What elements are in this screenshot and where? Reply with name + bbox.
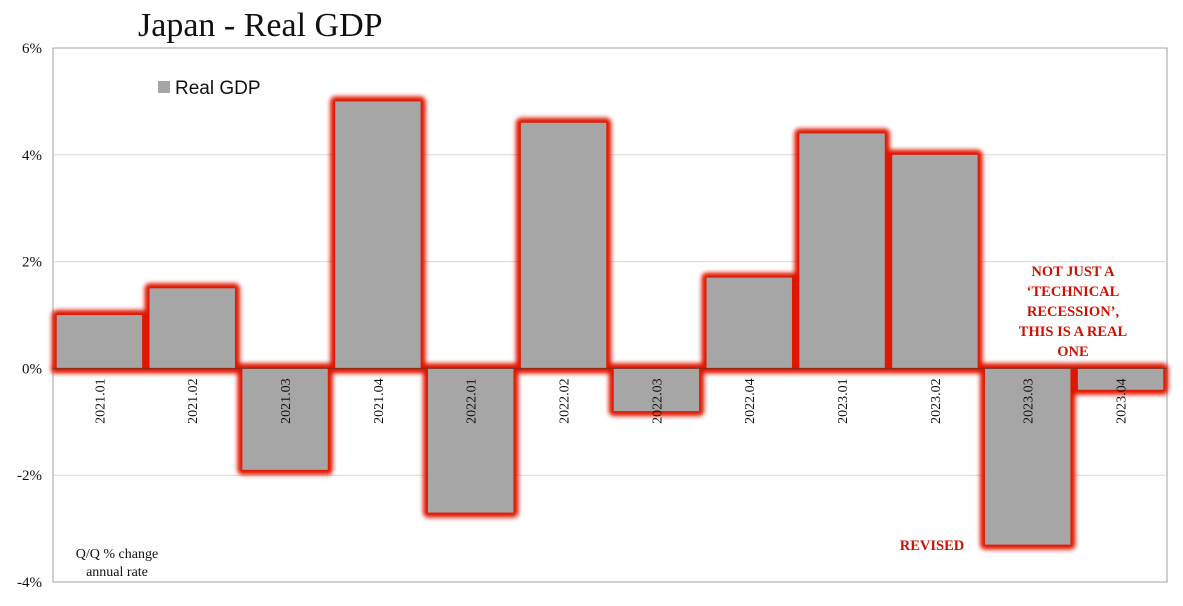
- callout-line: ONE: [1057, 344, 1088, 360]
- x-tick-label: 2023.04: [1115, 378, 1130, 424]
- revised-annotation: REVISED: [900, 538, 964, 554]
- x-tick-label: 2022.02: [558, 378, 573, 424]
- legend: Real GDP: [158, 78, 261, 99]
- y-tick-label: -4%: [17, 575, 42, 591]
- y-tick-label: 4%: [22, 148, 42, 164]
- x-tick-label: 2023.03: [1022, 378, 1037, 424]
- callout-line: THIS IS A REAL: [1019, 324, 1128, 340]
- callout-line: NOT JUST A: [1031, 264, 1115, 280]
- recession-callout: NOT JUST A ‘TECHNICAL RECESSION’, THIS IS A…: [1019, 264, 1128, 360]
- y-axis-label-line: annual rate: [86, 565, 148, 580]
- bars: [53, 101, 1167, 545]
- bar-2021.04: [335, 101, 421, 369]
- bar-2022.03: [613, 368, 700, 412]
- y-tick-label: 6%: [22, 41, 42, 57]
- bar-2021.02: [149, 288, 235, 369]
- y-axis: 6% 4% 2% 0% -2% -4%: [17, 41, 42, 591]
- bar-2023.04: [1077, 368, 1164, 390]
- y-axis-label: Q/Q % change annual rate: [76, 547, 158, 580]
- x-tick-label: 2021.03: [279, 378, 294, 424]
- x-tick-label: 2021.01: [93, 378, 108, 424]
- x-tick-label: 2023.01: [836, 378, 851, 424]
- bar-2022.04: [706, 277, 792, 369]
- legend-swatch: [158, 81, 170, 93]
- callout-line: RECESSION’,: [1027, 304, 1120, 320]
- x-tick-label: 2021.04: [372, 378, 387, 424]
- x-axis-labels: 2021.01 2021.02 2021.03 2021.04 2022.01 2022.…: [93, 378, 1129, 424]
- x-tick-label: 2021.02: [186, 378, 201, 424]
- legend-label: Real GDP: [175, 78, 261, 99]
- bar-2022.01: [428, 368, 514, 513]
- bar-2023.03: [985, 368, 1071, 545]
- y-axis-label-line: Q/Q % change: [76, 547, 158, 562]
- callout-line: ‘TECHNICAL: [1027, 284, 1120, 300]
- y-tick-label: 2%: [22, 255, 42, 271]
- chart-title: Japan - Real GDP: [138, 7, 383, 44]
- x-tick-label: 2022.01: [465, 378, 480, 424]
- x-tick-label: 2022.03: [650, 378, 665, 424]
- bar-2021.01: [56, 315, 143, 369]
- bar-2021.03: [242, 368, 328, 470]
- x-tick-label: 2022.04: [743, 378, 758, 424]
- bar-2023.02: [892, 154, 978, 369]
- y-tick-label: -2%: [17, 468, 42, 484]
- x-tick-label: 2023.02: [929, 378, 944, 424]
- y-tick-label: 0%: [22, 361, 42, 377]
- bar-2023.01: [799, 133, 885, 369]
- bar-2022.02: [520, 122, 607, 369]
